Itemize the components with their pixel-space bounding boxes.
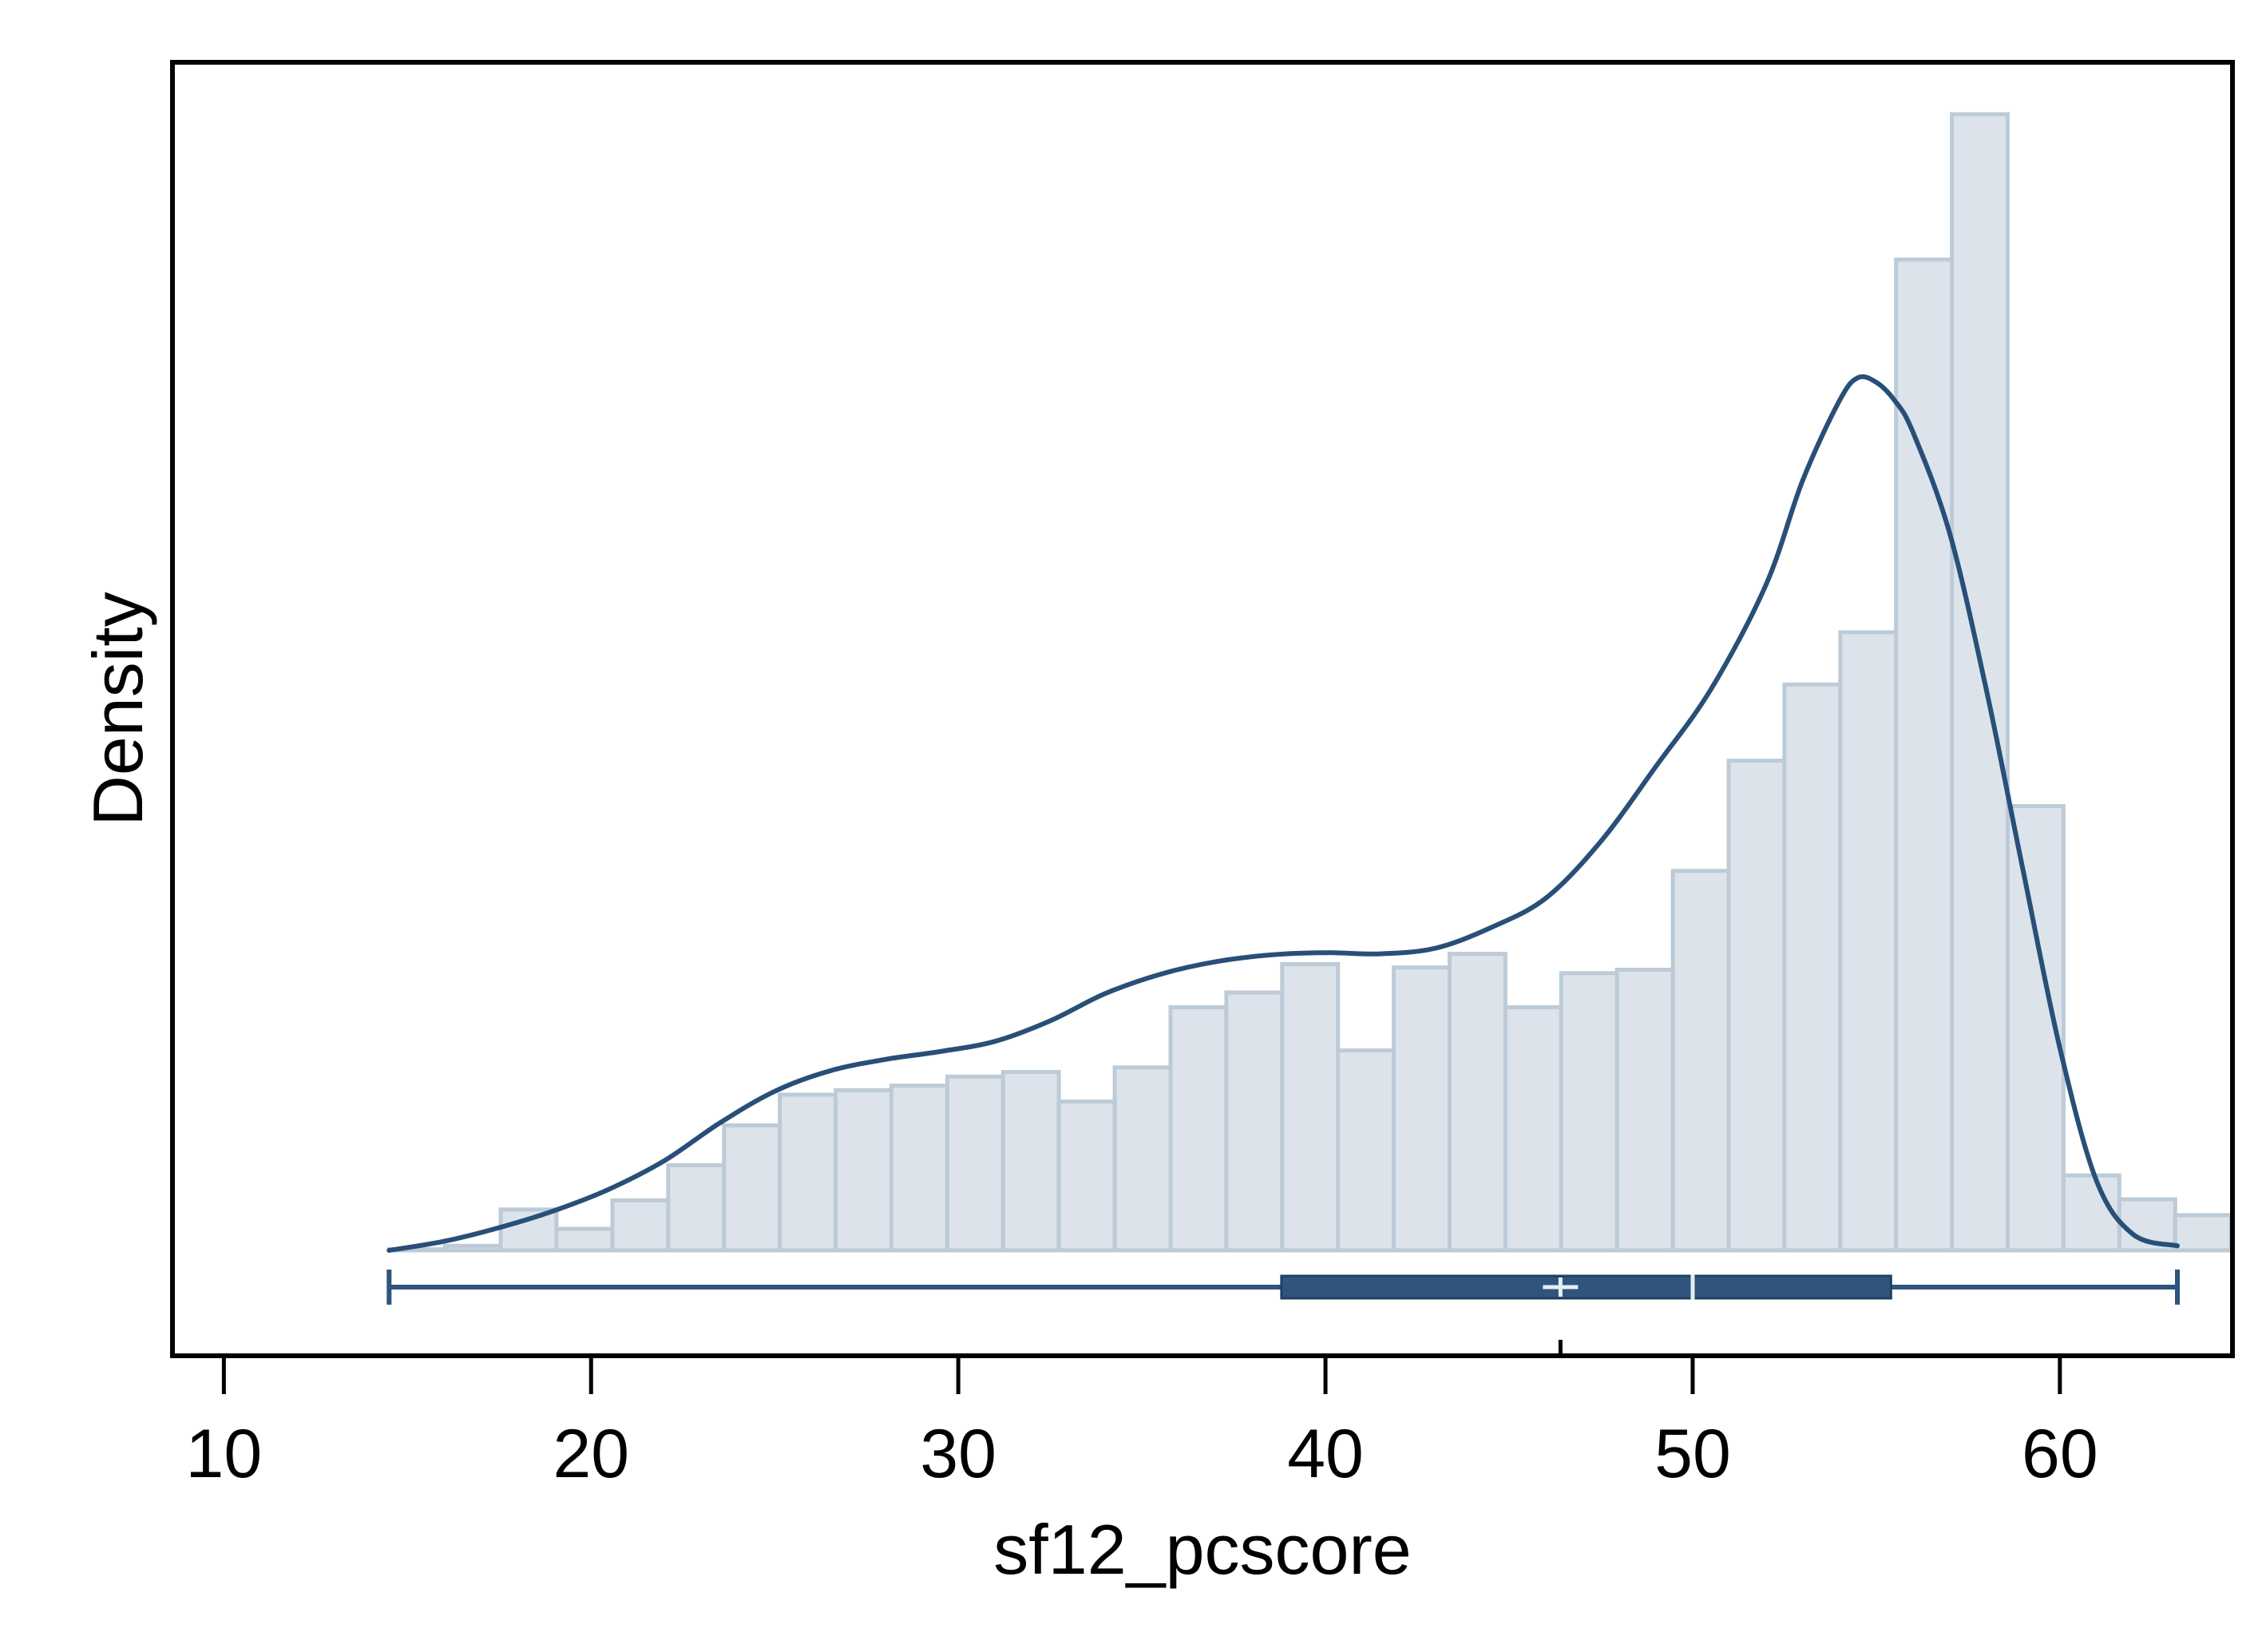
density-curve-layer <box>386 374 2180 1253</box>
x-tick-label: 20 <box>553 1416 629 1492</box>
histogram-bar <box>834 1087 893 1253</box>
histogram-bar <box>1392 965 1452 1253</box>
histogram-bar <box>610 1198 671 1253</box>
histogram-bar <box>1838 630 1899 1253</box>
plot-frame <box>170 60 2235 1358</box>
histogram-bar <box>666 1163 727 1253</box>
boxplot-layer <box>386 1270 2181 1305</box>
x-axis: 10 20 30 40 50 60 <box>186 1340 2098 1492</box>
histogram-bar <box>1000 1070 1061 1253</box>
x-tick-label: 30 <box>920 1416 996 1492</box>
density-curve <box>386 374 2180 1253</box>
histogram-bar <box>945 1074 1005 1253</box>
histogram-bars <box>386 112 2233 1253</box>
x-tick-label: 60 <box>2022 1416 2098 1492</box>
histogram-bar <box>1280 961 1341 1253</box>
x-tick-label: 10 <box>186 1416 263 1492</box>
x-tick-label: 50 <box>1654 1416 1731 1492</box>
histogram-bar <box>1336 1048 1396 1253</box>
histogram-bar <box>1614 968 1675 1253</box>
y-axis-title: Density <box>78 592 157 826</box>
histogram-bar <box>2173 1213 2233 1253</box>
x-tick-label: 40 <box>1287 1416 1364 1492</box>
histogram-bar <box>1448 952 1507 1253</box>
histogram-bar <box>889 1084 949 1253</box>
histogram-bar <box>1224 990 1285 1253</box>
histogram-bar <box>1782 682 1843 1253</box>
histogram-bar <box>442 1243 503 1253</box>
histogram-bar <box>498 1207 559 1253</box>
histogram-bar <box>1559 971 1619 1253</box>
x-axis-title: sf12_pcscore <box>993 1510 1411 1589</box>
histogram-bar <box>1056 1099 1117 1253</box>
histogram-bar <box>1670 869 1731 1253</box>
histogram-bar <box>1503 1005 1563 1253</box>
histogram-bar <box>1112 1065 1173 1253</box>
histogram-bar <box>778 1092 838 1253</box>
histogram-bar <box>722 1123 782 1253</box>
boxplot-mean-marker <box>1543 1278 1579 1297</box>
histogram-bar <box>1950 112 2010 1253</box>
histogram-bar <box>554 1226 615 1253</box>
histogram-bar <box>1894 257 1955 1253</box>
histogram-bar <box>1726 759 1787 1253</box>
boxplot-box <box>1280 1274 1892 1300</box>
histogram-bar <box>1168 1005 1229 1253</box>
